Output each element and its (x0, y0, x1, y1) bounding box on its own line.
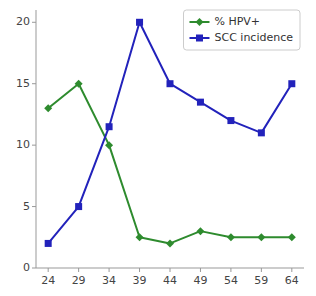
x-tick (48, 268, 49, 272)
y-axis (36, 10, 37, 268)
y-tick-label: 20 (16, 15, 30, 28)
x-tick-label: 64 (285, 274, 299, 287)
x-tick (291, 268, 292, 272)
legend-label: % HPV+ (214, 15, 260, 28)
x-tick-label: 59 (254, 274, 268, 287)
point-marker (75, 203, 82, 210)
legend-label: SCC incidence (214, 31, 293, 44)
point-marker (227, 117, 234, 124)
y-tick (32, 22, 36, 23)
point-marker (105, 141, 113, 149)
x-tick-label: 44 (163, 274, 177, 287)
x-tick-label: 39 (133, 274, 147, 287)
plot-area (44, 19, 296, 248)
y-tick-label: 10 (16, 138, 30, 151)
legend: % HPV+ SCC incidence (183, 10, 300, 50)
point-marker (167, 80, 174, 87)
x-tick-label: 24 (41, 274, 55, 287)
point-marker (75, 80, 83, 88)
legend-marker (196, 35, 203, 42)
point-marker (106, 123, 113, 130)
x-tick-label: 29 (72, 274, 86, 287)
legend-marker (195, 18, 203, 26)
y-tick (32, 145, 36, 146)
point-marker (166, 239, 174, 247)
point-marker (288, 80, 295, 87)
x-tick (139, 268, 140, 272)
point-marker (227, 233, 235, 241)
y-tick (32, 268, 36, 269)
x-tick (170, 268, 171, 272)
point-marker (257, 233, 265, 241)
y-tick-label: 0 (23, 261, 30, 274)
point-marker (258, 129, 265, 136)
point-marker (288, 233, 296, 241)
y-tick-label: 15 (16, 77, 30, 90)
x-tick-label: 49 (193, 274, 207, 287)
point-marker (136, 19, 143, 26)
point-marker (196, 227, 204, 235)
y-tick (32, 83, 36, 84)
x-tick (230, 268, 231, 272)
point-marker (45, 240, 52, 247)
x-tick-label: 34 (102, 274, 116, 287)
point-marker (197, 99, 204, 106)
x-tick (261, 268, 262, 272)
y-tick-label: 5 (23, 200, 30, 213)
legend-box (183, 10, 300, 50)
x-tick (78, 268, 79, 272)
point-marker (44, 104, 52, 112)
x-tick (109, 268, 110, 272)
chart: 0 5 10 15 20 24 29 34 39 44 49 54 59 64 % HPV+ SCC inci… (0, 0, 316, 296)
y-tick (32, 206, 36, 207)
x-tick (200, 268, 201, 272)
x-tick-label: 54 (224, 274, 238, 287)
point-marker (136, 233, 144, 241)
series-line (48, 22, 292, 243)
series-line (48, 84, 292, 244)
